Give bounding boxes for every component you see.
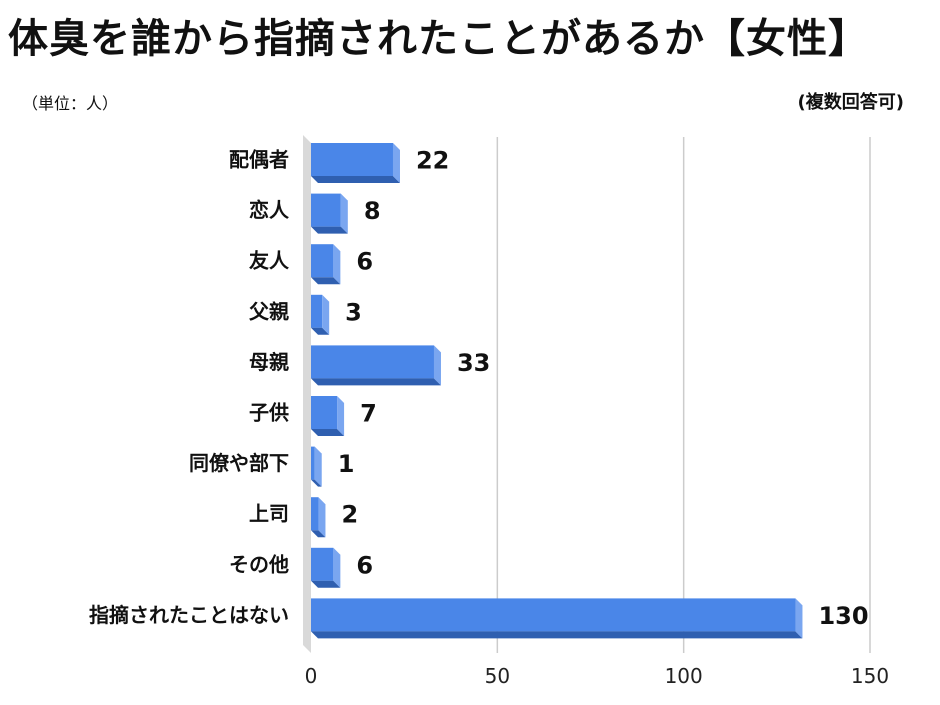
bar-7	[311, 497, 326, 538]
category-label-3: 父親	[248, 299, 289, 323]
value-label-9: 130	[818, 602, 868, 630]
bar-end-5	[337, 396, 345, 436]
value-label-2: 6	[356, 248, 373, 276]
value-label-0: 22	[416, 147, 449, 175]
value-label-3: 3	[345, 298, 362, 326]
bar-front-0	[311, 143, 393, 176]
bar-bottom-7	[311, 530, 326, 538]
bar-bottom-0	[311, 176, 400, 183]
bar-3	[311, 294, 330, 335]
bar-end-7	[318, 497, 326, 538]
bar-bottom-5	[311, 429, 345, 436]
bar-bottom-4	[311, 378, 441, 386]
bar-front-4	[311, 345, 434, 379]
bar-end-6	[314, 446, 322, 487]
bar-5	[311, 396, 345, 436]
bar-bottom-6	[311, 479, 322, 487]
bar-bottom-9	[311, 631, 803, 639]
category-label-0: 配偶者	[229, 148, 289, 172]
bar-bottom-3	[311, 327, 330, 335]
bar-6	[311, 446, 322, 487]
value-label-1: 8	[364, 197, 381, 225]
plot-background	[303, 135, 311, 653]
x-tick-100: 100	[665, 664, 703, 688]
bar-end-0	[392, 143, 400, 183]
plot-side-wall	[303, 135, 311, 653]
bar-end-9	[795, 598, 803, 639]
value-label-4: 33	[457, 349, 490, 377]
bar-front-8	[311, 547, 334, 581]
grid-lines	[496, 137, 871, 653]
x-tick-0: 0	[305, 664, 318, 688]
value-label-5: 7	[360, 400, 377, 428]
category-label-6: 同僚や部下	[189, 451, 289, 475]
bar-bottom-2	[311, 277, 341, 285]
bar-front-3	[311, 294, 323, 328]
unit-note: （単位：人）	[22, 94, 119, 113]
bar-9	[311, 598, 803, 639]
bar-4	[311, 345, 441, 386]
category-label-7: 上司	[249, 502, 289, 526]
category-label-1: 恋人	[249, 198, 290, 222]
category-label-4: 母親	[249, 350, 289, 374]
bar-end-4	[433, 345, 441, 386]
category-label-2: 友人	[249, 249, 290, 273]
category-label-8: その他	[229, 552, 289, 576]
x-tick-150: 150	[851, 664, 889, 688]
bar-front-2	[311, 244, 334, 278]
bar-front-1	[311, 193, 341, 227]
bar-1	[311, 193, 348, 234]
x-tick-50: 50	[485, 664, 510, 688]
bar-8	[311, 547, 341, 588]
category-label-9: 指摘されたことはない	[89, 603, 289, 627]
chart-title: 体臭を誰から指摘されたことがあるか【女性】	[8, 16, 869, 62]
value-label-7: 2	[341, 501, 358, 529]
bar-front-6	[311, 446, 315, 480]
answer-note: (複数回答可)	[797, 92, 904, 113]
bar-end-1	[340, 193, 348, 234]
bar-front-5	[311, 396, 338, 429]
bar-end-8	[333, 547, 341, 588]
x-tick-labels: 0 50 100 150	[305, 664, 889, 688]
bar-bottom-8	[311, 580, 341, 588]
bar-end-2	[333, 244, 341, 285]
bar-front-9	[311, 598, 796, 632]
category-label-5: 子供	[249, 401, 289, 425]
bar-end-3	[322, 294, 330, 335]
bar-0	[311, 143, 400, 183]
value-label-8: 6	[356, 551, 373, 579]
value-label-6: 1	[338, 450, 355, 478]
bar-front-7	[311, 497, 319, 531]
bars-group	[311, 143, 803, 639]
bar-2	[311, 244, 341, 285]
bar-bottom-1	[311, 226, 348, 234]
